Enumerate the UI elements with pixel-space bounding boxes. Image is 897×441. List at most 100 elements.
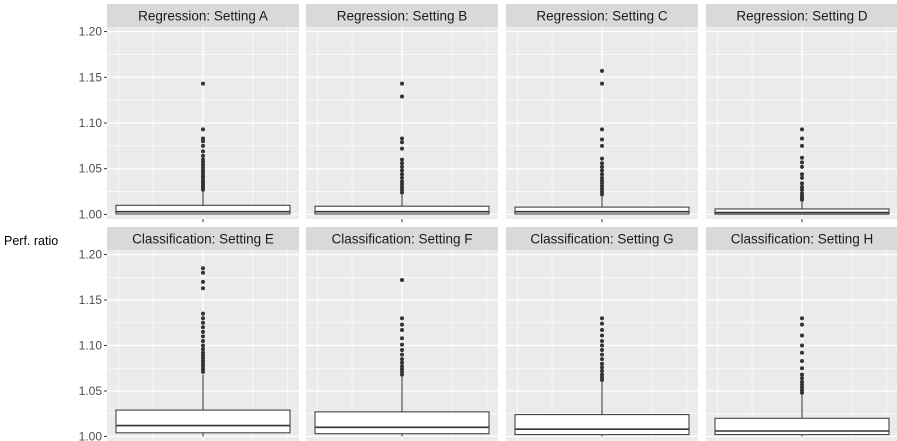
outlier-point	[600, 361, 604, 366]
outlier-point	[600, 333, 604, 338]
box	[514, 206, 690, 215]
outlier-point	[800, 343, 804, 348]
outlier-point	[400, 161, 404, 166]
outlier-point	[600, 316, 604, 321]
facet-strip	[506, 4, 698, 27]
outlier-point	[800, 372, 804, 377]
outlier-point	[800, 185, 804, 189]
facet-title: Classification: Setting F	[331, 232, 472, 247]
outlier-point	[400, 278, 404, 283]
y-tick-label: 1.05	[79, 384, 103, 398]
outlier-point	[400, 168, 404, 173]
outlier-point	[400, 190, 404, 195]
outlier-point	[400, 328, 404, 333]
outlier-point	[400, 172, 404, 177]
outlier-point	[600, 137, 604, 142]
outlier-point	[400, 182, 404, 187]
outlier-point	[201, 171, 205, 176]
outlier-point	[400, 364, 404, 369]
outlier-point	[201, 325, 205, 330]
outlier-point	[201, 127, 205, 132]
facet-title: Regression: Setting C	[536, 9, 668, 24]
outlier-point	[400, 164, 404, 169]
outlier-point	[600, 156, 604, 161]
outlier-point	[800, 350, 804, 355]
y-tick-label: 1.10	[79, 116, 103, 130]
facet-panel: Classification: Setting F	[306, 227, 498, 441]
outlier-point	[201, 350, 205, 355]
outlier-point	[600, 161, 604, 166]
y-tick-label: 1.00	[79, 429, 103, 441]
outlier-point	[800, 181, 804, 186]
outlier-point	[201, 311, 205, 316]
y-tick-label: 1.15	[79, 293, 103, 307]
outlier-point	[600, 365, 604, 370]
outlier-point	[400, 360, 404, 365]
outlier-point	[600, 184, 604, 189]
outlier-point	[201, 165, 205, 170]
outlier-point	[800, 136, 804, 141]
outlier-point	[201, 347, 205, 352]
facet-strip	[706, 227, 897, 250]
outlier-point	[600, 181, 604, 186]
outlier-point	[600, 178, 604, 183]
facet-panels: Regression: Setting A 1.00 1.05 1.10 1.15 1.2…	[79, 4, 897, 441]
outlier-point	[201, 316, 205, 321]
facet-panel: Classification: Setting E 1.00 1.05 1.10 1.1…	[79, 227, 299, 441]
outlier-point	[400, 352, 404, 357]
box	[714, 417, 890, 436]
outlier-point	[600, 189, 604, 194]
facet-strip	[107, 227, 299, 250]
outlier-point	[201, 338, 205, 343]
outlier-point	[201, 286, 205, 291]
outlier-point	[800, 127, 804, 132]
outlier-point	[600, 352, 604, 357]
outlier-point	[400, 179, 404, 184]
outlier-point	[400, 357, 404, 362]
outlier-point	[600, 368, 604, 373]
outlier-point	[600, 175, 604, 180]
outlier-point	[800, 187, 804, 192]
facet-title: Classification: Setting H	[731, 232, 874, 247]
y-tick-label: 1.00	[79, 207, 103, 221]
outlier-point	[400, 81, 404, 86]
outlier-point	[800, 155, 804, 160]
outlier-point	[201, 157, 205, 162]
outlier-point	[600, 372, 604, 377]
outlier-point	[600, 343, 604, 348]
outlier-point	[201, 343, 205, 348]
outlier-point	[800, 172, 804, 177]
outlier-point	[600, 164, 604, 169]
box	[714, 208, 890, 215]
facet-title: Regression: Setting D	[736, 9, 868, 24]
outlier-point	[201, 168, 205, 173]
outlier-point	[600, 321, 604, 326]
outlier-point	[800, 316, 804, 321]
outlier-point	[201, 270, 205, 275]
outlier-point	[600, 186, 604, 191]
facet-panel: Classification: Setting H	[706, 227, 897, 441]
facet-title: Classification: Setting E	[132, 232, 274, 247]
outlier-point	[201, 329, 205, 334]
outlier-point	[800, 358, 804, 363]
outlier-point	[400, 336, 404, 341]
outlier-point	[201, 320, 205, 325]
outlier-point	[600, 143, 604, 148]
outlier-point	[201, 153, 205, 158]
facet-strip	[506, 227, 698, 250]
outlier-point	[800, 376, 804, 381]
outlier-point	[400, 157, 404, 162]
box	[314, 411, 490, 435]
facet-strip	[107, 4, 299, 27]
outlier-point	[201, 143, 205, 148]
outlier-point	[800, 160, 804, 165]
outlier-point	[201, 136, 205, 141]
outlier-point	[800, 379, 804, 384]
outlier-point	[400, 316, 404, 321]
outlier-point	[800, 366, 804, 371]
y-tick-label: 1.15	[79, 70, 103, 84]
facet-panel: Regression: Setting B	[306, 4, 498, 222]
outlier-point	[600, 338, 604, 343]
outlier-point	[600, 81, 604, 86]
